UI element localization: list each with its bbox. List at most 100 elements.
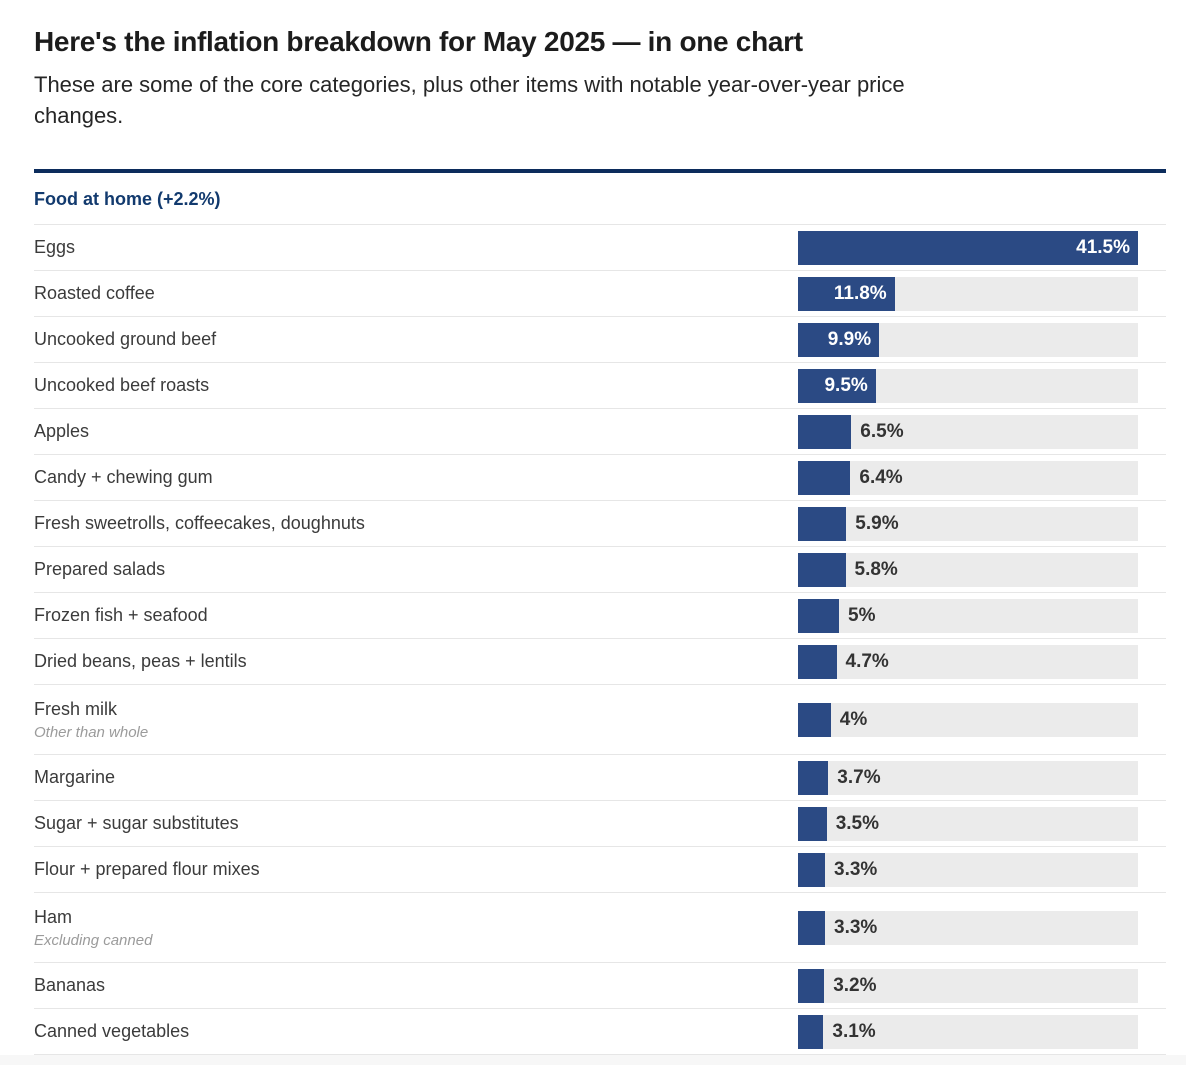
bar-area: 3.1%	[798, 1014, 1138, 1049]
page-subtitle: These are some of the core categories, p…	[34, 69, 1166, 131]
chart-row-ham: Ham Excluding canned 3.3%	[34, 893, 1166, 963]
bar-track: 5.9%	[798, 506, 1138, 541]
bar-fill	[798, 644, 837, 679]
bar-track: 9.5%	[798, 368, 1138, 403]
chart-row-apples: Apples 6.5%	[34, 409, 1166, 455]
bar-area: 3.3%	[798, 910, 1138, 945]
value-label-outside: 6.4%	[859, 466, 903, 488]
bar-track: 4%	[798, 702, 1138, 737]
value-label-inside: 9.5%	[824, 374, 868, 396]
value-label-outside: 3.1%	[832, 1020, 876, 1042]
bar-fill	[798, 702, 831, 737]
next-section-spacer	[0, 1055, 1186, 1065]
chart-row-candy-chewing-gum: Candy + chewing gum 6.4%	[34, 455, 1166, 501]
chart-content: Here's the inflation breakdown for May 2…	[0, 26, 1186, 1055]
category-label: Canned vegetables	[34, 1021, 190, 1041]
chart-row-bananas: Bananas 3.2%	[34, 963, 1166, 1009]
bar-area: 6.4%	[798, 460, 1138, 495]
chart-row-canned-vegetables: Canned vegetables 3.1%	[34, 1009, 1166, 1055]
value-label-outside: 3.3%	[834, 916, 878, 938]
category-label: Eggs	[34, 237, 76, 257]
category-label: Candy + chewing gum	[34, 467, 213, 487]
bar-fill	[798, 852, 825, 887]
row-label-wrap: Sugar + sugar substitutes	[34, 813, 798, 834]
row-label-wrap: Uncooked ground beef	[34, 329, 798, 350]
bar-track: 11.8%	[798, 276, 1138, 311]
row-label-wrap: Ham Excluding canned	[34, 907, 798, 949]
bar-fill	[798, 414, 852, 449]
bar-chart: Eggs 41.5% Roasted coffee 11.8%	[34, 225, 1166, 1055]
bar-track: 3.1%	[798, 1014, 1138, 1049]
bar-area: 5%	[798, 598, 1138, 633]
chart-row-flour-prepared-flour-mixes: Flour + prepared flour mixes 3.3%	[34, 847, 1166, 893]
category-label: Bananas	[34, 975, 106, 995]
bar-area: 9.5%	[798, 368, 1138, 403]
value-label-outside: 4%	[839, 708, 868, 730]
category-label: Uncooked ground beef	[34, 329, 217, 349]
row-label-wrap: Fresh milk Other than whole	[34, 699, 798, 741]
section-top-rule	[34, 169, 1166, 173]
page-title: Here's the inflation breakdown for May 2…	[34, 26, 803, 57]
bar-track: 3.3%	[798, 910, 1138, 945]
chart-row-prepared-salads: Prepared salads 5.8%	[34, 547, 1166, 593]
bar-fill	[798, 552, 846, 587]
bar-area: 3.5%	[798, 806, 1138, 841]
bar-area: 5.8%	[798, 552, 1138, 587]
bar-fill	[798, 598, 839, 633]
bar-track: 3.7%	[798, 760, 1138, 795]
category-sublabel: Other than whole	[34, 723, 149, 741]
category-label: Ham	[34, 906, 73, 927]
row-label-wrap: Uncooked beef roasts	[34, 375, 798, 396]
bar-area: 41.5%	[798, 230, 1138, 265]
bar-track: 5.8%	[798, 552, 1138, 587]
chart-row-fresh-milk: Fresh milk Other than whole 4%	[34, 685, 1166, 755]
chart-row-uncooked-ground-beef: Uncooked ground beef 9.9%	[34, 317, 1166, 363]
bar-track: 4.7%	[798, 644, 1138, 679]
row-label-wrap: Prepared salads	[34, 559, 798, 580]
category-sublabel: Excluding canned	[34, 931, 153, 949]
bar-area: 4%	[798, 702, 1138, 737]
row-label-wrap: Dried beans, peas + lentils	[34, 651, 798, 672]
bar-area: 9.9%	[798, 322, 1138, 357]
category-label: Sugar + sugar substitutes	[34, 813, 239, 833]
bar-track: 41.5%	[798, 230, 1138, 265]
bar-fill: 9.5%	[798, 368, 876, 403]
bar-area: 4.7%	[798, 644, 1138, 679]
bar-track: 3.3%	[798, 852, 1138, 887]
value-label-outside: 6.5%	[860, 420, 904, 442]
bar-fill	[798, 910, 825, 945]
value-label-outside: 5%	[848, 604, 876, 626]
bar-fill: 9.9%	[798, 322, 880, 357]
bar-fill	[798, 460, 851, 495]
value-label-inside: 11.8%	[833, 282, 887, 304]
chart-row-margarine: Margarine 3.7%	[34, 755, 1166, 801]
value-label-outside: 5.8%	[854, 558, 898, 580]
bar-fill	[798, 760, 829, 795]
bar-fill	[798, 968, 825, 1003]
subtitle-line-1: These are some of the core categories, p…	[34, 72, 905, 97]
category-label: Apples	[34, 421, 90, 441]
section-header-food-at-home: Food at home (+2.2%)	[34, 173, 1166, 225]
chart-row-fresh-sweetrolls-coffeecakes-doughnuts: Fresh sweetrolls, coffeecakes, doughnuts…	[34, 501, 1166, 547]
row-label-wrap: Frozen fish + seafood	[34, 605, 798, 626]
category-label: Dried beans, peas + lentils	[34, 651, 247, 671]
subtitle-line-2: changes.	[34, 103, 124, 128]
bar-track: 6.5%	[798, 414, 1138, 449]
bar-fill	[798, 1014, 824, 1049]
row-label-wrap: Fresh sweetrolls, coffeecakes, doughnuts	[34, 513, 798, 534]
chart-row-dried-beans-peas-lentils: Dried beans, peas + lentils 4.7%	[34, 639, 1166, 685]
bar-area: 3.3%	[798, 852, 1138, 887]
bar-fill: 11.8%	[798, 276, 895, 311]
bar-track: 9.9%	[798, 322, 1138, 357]
category-label: Flour + prepared flour mixes	[34, 859, 260, 879]
row-label-wrap: Eggs	[34, 237, 798, 258]
bar-area: 6.5%	[798, 414, 1138, 449]
chart-row-uncooked-beef-roasts: Uncooked beef roasts 9.5%	[34, 363, 1166, 409]
category-label: Frozen fish + seafood	[34, 605, 208, 625]
value-label-inside: 41.5%	[1076, 236, 1130, 258]
category-label: Prepared salads	[34, 559, 166, 579]
bar-area: 5.9%	[798, 506, 1138, 541]
bar-track: 6.4%	[798, 460, 1138, 495]
value-label-outside: 3.3%	[834, 858, 878, 880]
bar-fill	[798, 506, 847, 541]
